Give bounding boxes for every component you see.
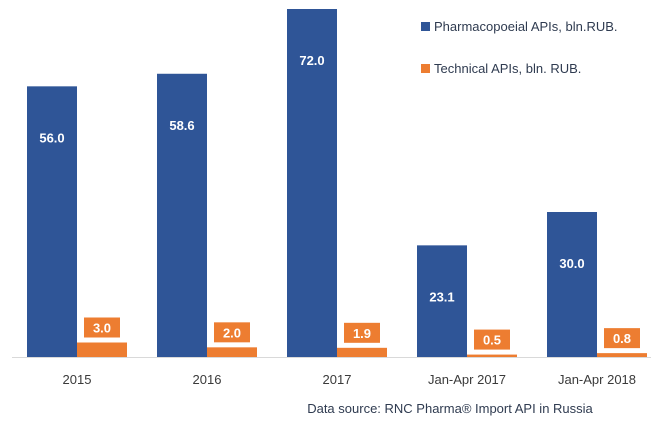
bar-technical-1	[207, 347, 257, 357]
bar-pharmacopoeial-4	[547, 212, 597, 357]
data-label-1-1: 2.0	[223, 325, 241, 340]
data-label-1-3: 0.5	[483, 333, 501, 348]
bar-pharmacopoeial-3	[417, 245, 467, 357]
legend-label-1: Technical APIs, bln. RUB.	[434, 61, 581, 76]
data-label-0-0: 56.0	[39, 130, 64, 145]
x-tick-label: Jan-Apr 2018	[558, 372, 636, 387]
legend-swatch-0	[421, 22, 430, 31]
x-tick-label: Jan-Apr 2017	[428, 372, 506, 387]
legend-label-0: Pharmacopoeial APIs, bln.RUB.	[434, 19, 618, 34]
bar-technical-2	[337, 347, 387, 357]
data-label-0-4: 30.0	[559, 256, 584, 271]
bar-technical-0	[77, 342, 127, 357]
bar-technical-4	[597, 353, 647, 357]
x-tick-label: 2017	[323, 372, 352, 387]
data-label-1-4: 0.8	[613, 331, 631, 346]
data-label-0-1: 58.6	[169, 118, 194, 133]
data-label-box-1-3	[474, 329, 510, 350]
data-labels-layer: 56.0 3.0 58.6 2.0 72.0 1.9 23.1 0.5 30.0 0.8	[39, 53, 640, 350]
legend: Pharmacopoeial APIs, bln.RUB. Technical A…	[421, 19, 618, 76]
bar-pharmacopoeial-0	[27, 86, 77, 357]
data-label-box-1-0	[84, 317, 120, 338]
x-tick-label: 2016	[193, 372, 222, 387]
data-label-box-1-2	[344, 322, 380, 343]
x-axis-ticks: 2015 2016 2017 Jan-Apr 2017 Jan-Apr 2018	[63, 372, 636, 387]
bar-pharmacopoeial-1	[157, 73, 207, 358]
data-label-box-1-1	[214, 322, 250, 343]
source-note: Data source: RNC Pharma® Import API in R…	[307, 401, 593, 416]
bar-technical-3	[467, 354, 517, 357]
bars-layer	[27, 9, 647, 358]
data-label-1-0: 3.0	[93, 321, 111, 336]
data-label-1-2: 1.9	[353, 326, 371, 341]
legend-swatch-1	[421, 64, 430, 73]
data-label-0-2: 72.0	[299, 53, 324, 68]
bar-pharmacopoeial-2	[287, 9, 337, 357]
data-label-0-3: 23.1	[429, 289, 454, 304]
data-label-box-1-4	[604, 328, 640, 349]
x-tick-label: 2015	[63, 372, 92, 387]
